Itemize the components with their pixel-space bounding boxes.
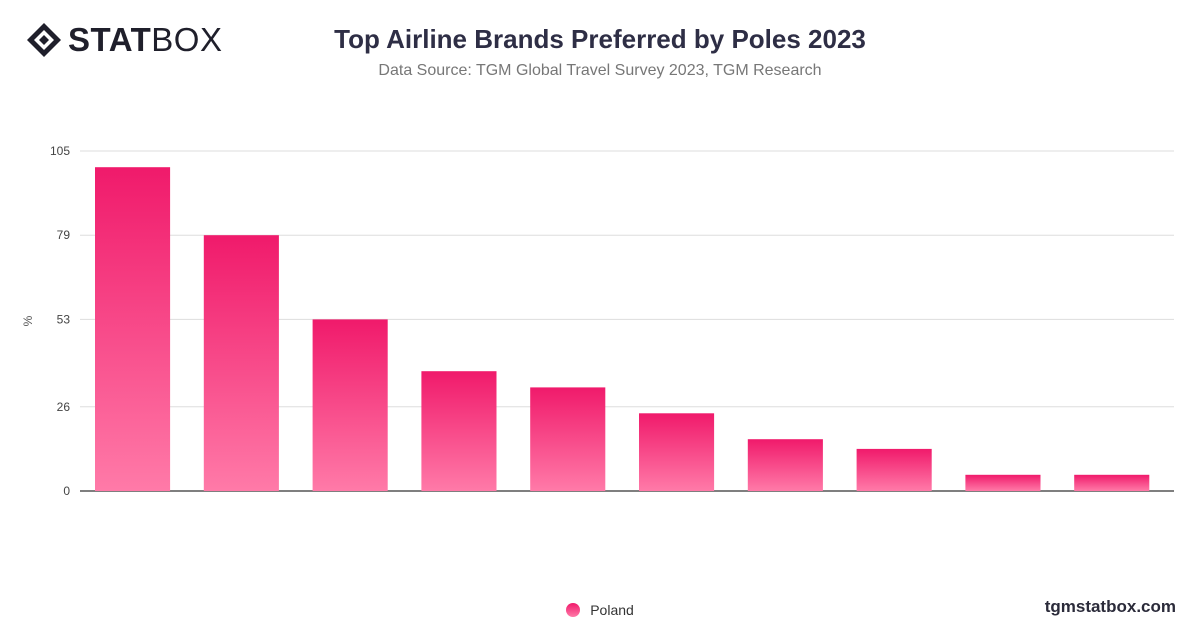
bar-4[interactable] xyxy=(421,371,497,491)
bar-3[interactable] xyxy=(312,319,388,491)
bar-1[interactable] xyxy=(95,167,171,491)
statbox-diamond-icon xyxy=(27,23,61,57)
y-tick-label: 105 xyxy=(50,144,70,158)
legend-label-poland: Poland xyxy=(590,602,634,618)
bar-10[interactable] xyxy=(1074,474,1150,491)
statbox-logo: STATBOX xyxy=(26,22,222,58)
bar-5[interactable] xyxy=(530,387,606,491)
bar-6[interactable] xyxy=(639,413,715,491)
chart-subtitle: Data Source: TGM Global Travel Survey 20… xyxy=(378,62,822,79)
y-tick-label: 0 xyxy=(63,484,70,498)
site-watermark: tgmstatbox.com xyxy=(1044,597,1176,616)
y-tick-label: 26 xyxy=(57,400,71,414)
bar-9[interactable] xyxy=(965,474,1041,491)
logo-wordmark: STATBOX xyxy=(68,22,222,58)
bar-7[interactable] xyxy=(747,439,823,491)
bar-8[interactable] xyxy=(856,448,932,491)
y-axis-label: % xyxy=(21,315,35,326)
y-tick-label: 53 xyxy=(57,312,71,326)
bar-2[interactable] xyxy=(203,235,279,491)
chart-title: Top Airline Brands Preferred by Poles 20… xyxy=(334,24,866,54)
chart-legend: Poland xyxy=(0,602,1200,618)
y-tick-label: 79 xyxy=(57,228,71,242)
legend-swatch xyxy=(566,603,581,617)
logo-bold-text: STAT xyxy=(68,21,152,58)
logo-light-text: BOX xyxy=(151,21,223,58)
